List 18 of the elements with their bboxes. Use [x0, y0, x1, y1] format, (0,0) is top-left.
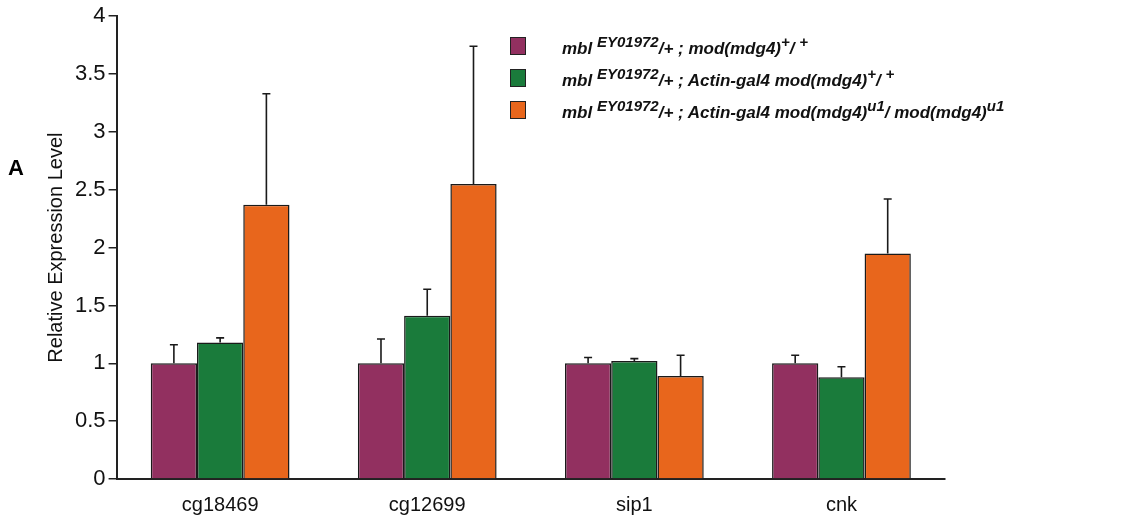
y-tick-label: 3.5 [74, 60, 106, 86]
y-tick-label: 0 [93, 465, 106, 491]
legend-label: mbl $^{EY01972}$/+ ; Actin-gal4 mod(mdg4)$^{+}$/ $^{+}$ [562, 65, 895, 91]
y-tick-label: 0.5 [74, 407, 106, 433]
x-tick-label: cg12699 [388, 492, 466, 515]
y-tick-label: 4 [93, 2, 106, 28]
x-tick-label: sip1 [615, 492, 653, 515]
legend-label: mbl $^{EY01972}$/+ ; mod(mdg4)$^{+}$/ $^{+}$ [562, 33, 808, 59]
y-tick-label: 1 [93, 349, 106, 375]
x-tick-label: cnk [825, 492, 859, 515]
y-tick-label: 2 [93, 233, 106, 259]
y-tick-label: 1.5 [74, 291, 106, 317]
y-tick-label: 2.5 [74, 175, 106, 201]
y-tick-label: 3 [93, 117, 106, 143]
y-axis-title: Relative Expression Level [43, 132, 66, 363]
text: A [8, 155, 24, 181]
x-tick-label: cg18469 [181, 492, 259, 515]
legend-label: mbl $^{EY01972}$/+ ; Actin-gal4 mod(mdg4)$^{u1}$/ mod(mdg4)$^{u1}$ [562, 97, 1005, 123]
